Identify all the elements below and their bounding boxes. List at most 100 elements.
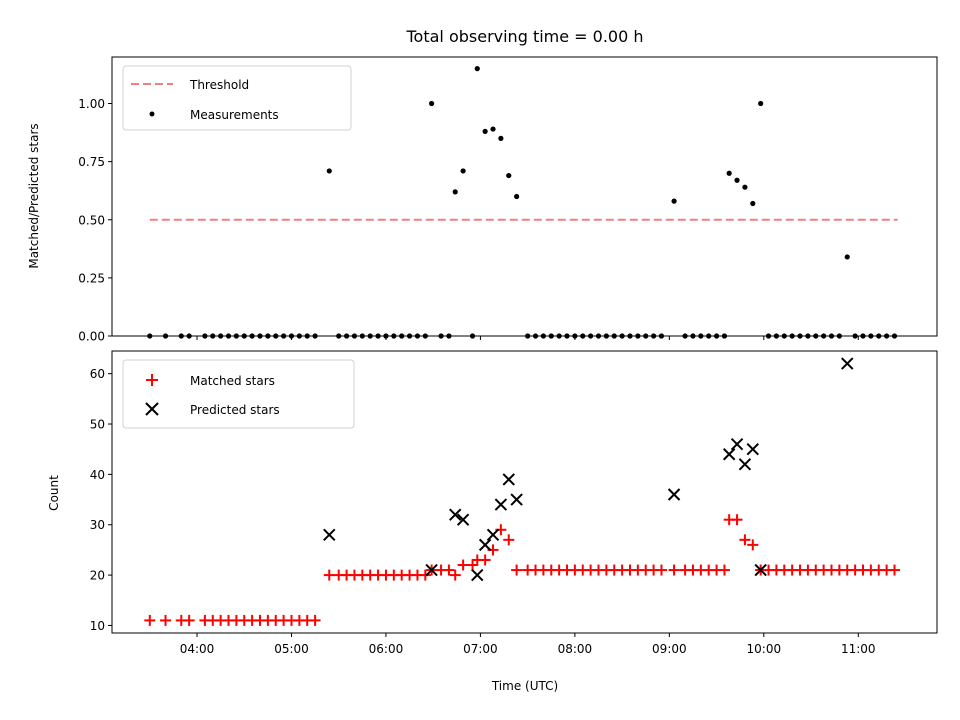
predicted-star-marker: [456, 513, 470, 526]
matched-star-marker: [503, 534, 515, 546]
measurement-point: [336, 333, 342, 339]
predicted-star-marker: [494, 498, 508, 511]
matched-star-markers: [144, 514, 900, 626]
predicted-star-marker: [754, 563, 767, 577]
measurement-point: [326, 168, 332, 174]
measurement-point: [422, 333, 428, 339]
x-tick-label: 11:00: [841, 642, 876, 656]
measurement-point: [506, 172, 512, 179]
top-y-ticks: 0.00 0.25 0.50 0.75 1.00: [78, 97, 112, 344]
measurement-point: [202, 333, 208, 339]
matched-star-marker: [309, 614, 321, 626]
x-tick-label: 06:00: [369, 642, 404, 656]
predicted-star-marker: [486, 528, 500, 542]
predicted-star-marker: [478, 538, 492, 552]
measurement-point: [162, 333, 169, 339]
top-x-ticks: [196, 336, 859, 340]
predicted-star-marker: [502, 473, 515, 486]
measurement-point: [821, 333, 827, 339]
top-y-tick-label: 0.00: [78, 330, 105, 344]
measurement-point: [651, 333, 657, 339]
measurement-point: [721, 333, 728, 339]
measurement-point: [312, 333, 318, 339]
measurement-point: [884, 333, 890, 339]
measurement-point: [658, 333, 665, 339]
matched-star-marker: [323, 569, 335, 581]
measurement-point: [438, 333, 444, 339]
measurement-point: [429, 100, 435, 107]
measurement-point: [351, 333, 358, 339]
measurement-point: [813, 333, 819, 339]
matched-star-marker: [183, 614, 195, 626]
predicted-star-marker: [667, 488, 681, 501]
measurement-point: [713, 333, 720, 339]
measurement-point: [844, 254, 850, 260]
measurement-point: [241, 333, 247, 339]
matched-star-marker: [747, 539, 759, 551]
measurement-point: [249, 333, 255, 339]
matched-star-marker: [467, 559, 479, 571]
measurement-point: [868, 333, 874, 339]
measurement-point: [742, 184, 748, 190]
bottom-y-tick-label: 10: [90, 619, 105, 633]
measurement-point: [532, 333, 539, 339]
measurement-point: [375, 333, 381, 339]
measurement-point: [474, 66, 480, 72]
measurement-point: [233, 333, 239, 339]
measurement-point: [611, 333, 617, 339]
matched-legend-swatch: [146, 374, 158, 386]
x-tick-label: 08:00: [558, 642, 593, 656]
measurement-point: [891, 333, 898, 339]
measurement-point: [805, 333, 811, 339]
measurement-points: [147, 66, 898, 339]
measurement-point: [876, 333, 882, 339]
measurement-point: [525, 333, 531, 339]
x-tick-label: 09:00: [652, 642, 687, 656]
top-axes-frame: [111, 56, 938, 337]
matched-star-marker: [144, 614, 156, 626]
measurement-point: [178, 333, 184, 339]
matched-star-marker: [479, 554, 491, 566]
x-axis-label: Time (UTC): [491, 679, 558, 693]
threshold-legend-label: Threshold: [189, 78, 249, 92]
measurement-point: [391, 333, 397, 339]
measurement-point: [490, 126, 496, 132]
top-legend: Threshold Measurements: [122, 65, 352, 131]
matched-star-marker: [655, 564, 667, 576]
measurement-point: [789, 333, 795, 339]
x-tick-label: 04:00: [180, 642, 215, 656]
measurement-point: [773, 333, 780, 339]
x-tick-label: 05:00: [274, 642, 309, 656]
measurement-point: [781, 333, 787, 339]
matched-star-marker: [160, 614, 172, 626]
measurement-point: [548, 333, 554, 339]
measurement-point: [580, 333, 586, 339]
top-panel: 0.00 0.25 0.50 0.75 1.00 Matched/Predicted s…: [27, 56, 938, 344]
predicted-star-marker: [722, 448, 736, 461]
matched-star-marker: [457, 559, 469, 571]
matched-star-marker: [449, 569, 461, 581]
measurement-point: [603, 333, 609, 339]
matched-star-marker: [731, 514, 743, 526]
bottom-panel: 10 20 30 40 50 60 04:00 05:00 06:00 07:00 08:00 09…: [47, 350, 938, 693]
matched-star-marker: [888, 564, 900, 576]
x-tick-label: 07:00: [463, 642, 498, 656]
predicted-star-marker: [730, 437, 744, 451]
measurement-point: [218, 333, 224, 339]
bottom-legend-box: [122, 359, 355, 429]
measurement-point: [498, 135, 504, 141]
measurement-point: [482, 128, 488, 134]
measurement-point: [225, 333, 232, 339]
predicted-star-marker: [471, 568, 484, 582]
measurement-point: [797, 333, 803, 339]
measurement-point: [514, 193, 520, 200]
measurement-point: [273, 333, 279, 339]
predicted-star-marker: [841, 357, 854, 370]
measurement-point: [399, 333, 405, 339]
measurement-point: [564, 333, 570, 339]
measurement-point: [671, 198, 677, 204]
top-y-tick-label: 1.00: [78, 97, 105, 111]
measurement-point: [595, 333, 602, 339]
measurement-point: [406, 333, 413, 339]
top-y-tick-label: 0.25: [78, 271, 105, 285]
